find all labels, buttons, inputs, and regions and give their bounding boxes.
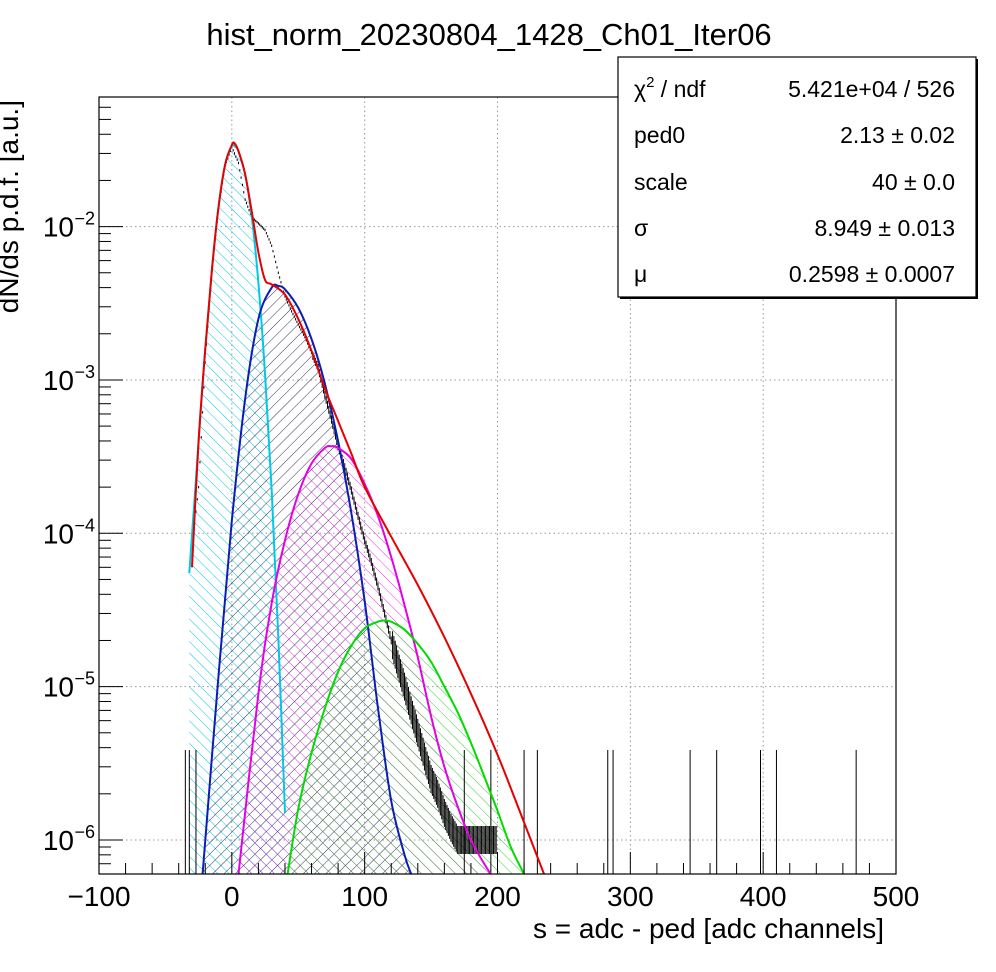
fit-curves [188, 141, 545, 874]
y-tick-exponent: −5 [74, 669, 95, 689]
y-tick-exponent: −3 [74, 362, 95, 382]
stats-row-label: μ [634, 261, 647, 287]
total-fit-curve [191, 141, 545, 874]
data-points [184, 145, 857, 874]
x-tick-label: −100 [67, 881, 130, 912]
one-pe-component-curve [201, 283, 413, 874]
stats-row-value: 2.13 ± 0.02 [840, 122, 955, 148]
stats-row-value: 5.421e+04 / 526 [788, 76, 955, 102]
stats-row-value: 8.949 ± 0.013 [814, 215, 955, 241]
x-tick-label: 400 [740, 881, 787, 912]
x-tick-label: 500 [873, 881, 920, 912]
stats-row-label-sup: 2 [646, 74, 654, 91]
y-tick-label: 10 [43, 212, 74, 243]
x-tick-label: 0 [224, 881, 240, 912]
stats-box: χ2 / ndf 5.421e+04 / 526 ped0 2.13 ± 0.02 sc… [617, 56, 978, 299]
y-axis: 10−210−310−410−510−6 [43, 96, 123, 875]
x-axis: −100 0 100 200 300 400 500 [67, 852, 919, 912]
y-tick-label: 10 [43, 825, 74, 856]
y-tick-exponent: −6 [74, 822, 95, 842]
x-tick-label: 100 [341, 881, 388, 912]
three-pe-component-fill [287, 620, 525, 874]
three-pe-component-curve [286, 619, 525, 874]
stats-box-frame [617, 56, 977, 298]
stats-row-label: scale [634, 169, 688, 195]
x-axis-label: s = adc - ped [adc channels] [533, 913, 884, 944]
y-tick-label: 10 [43, 672, 74, 703]
x-tick-label: 300 [607, 881, 654, 912]
stats-row-label-rest: / ndf [654, 76, 706, 102]
y-tick-exponent: −4 [74, 515, 95, 535]
stats-row-value: 0.2598 ± 0.0007 [789, 261, 955, 287]
y-tick-label: 10 [43, 518, 74, 549]
x-tick-label: 200 [474, 881, 521, 912]
stats-row-label: ped0 [634, 122, 685, 148]
stats-row-label: σ [634, 215, 648, 241]
y-axis-label: dN/ds p.d.f. [a.u.] [0, 100, 24, 313]
stats-row-label: χ2 / ndf [634, 74, 706, 102]
y-tick-exponent: −2 [74, 209, 95, 229]
stats-row-value: 40 ± 0.0 [872, 169, 955, 195]
y-tick-label: 10 [43, 365, 74, 396]
chart-title: hist_norm_20230804_1428_Ch01_Iter06 [206, 17, 771, 52]
